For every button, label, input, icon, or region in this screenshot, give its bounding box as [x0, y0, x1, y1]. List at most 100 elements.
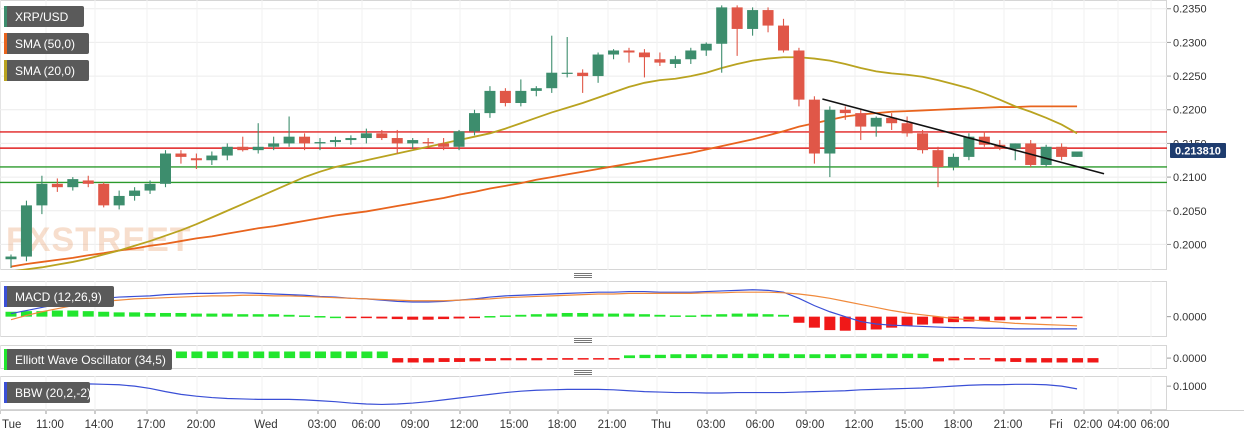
ewo-histogram-bar: [948, 358, 960, 361]
macd-histogram-bar: [144, 312, 156, 317]
macd-histogram-bar: [329, 316, 341, 319]
macd-histogram-bar: [577, 312, 589, 317]
candle-down: [237, 146, 249, 151]
legend-ewo[interactable]: Elliott Wave Oscillator (34,5): [4, 349, 172, 370]
ewo-histogram-bar: [1072, 358, 1084, 363]
ewo-histogram-bar: [484, 358, 496, 361]
macd-histogram-bar: [190, 313, 202, 317]
legend-sma20[interactable]: SMA (20,0): [4, 60, 89, 81]
macd-histogram-bar: [175, 312, 187, 317]
bbw-resize-handle[interactable]: [574, 370, 592, 375]
candle-up: [561, 72, 573, 74]
ewo-histogram-bar: [902, 353, 914, 359]
ewo-histogram-bar: [376, 351, 388, 359]
legend-macd[interactable]: MACD (12,26,9): [4, 286, 114, 307]
candle-down: [422, 142, 434, 144]
legend-macd-label: MACD (12,26,9): [15, 290, 102, 304]
candle-up: [314, 142, 326, 144]
ewo-histogram-bar: [469, 358, 481, 362]
ewo-histogram-bar: [237, 351, 249, 359]
candle-up: [283, 136, 295, 144]
bbw-panel-frame: [0, 376, 1167, 410]
ewo-histogram-bar: [809, 354, 821, 359]
macd-histogram-bar: [561, 312, 573, 317]
macd-histogram-bar: [762, 314, 774, 317]
macd-histogram-bar: [592, 313, 604, 317]
candle-up: [252, 146, 264, 151]
macd-histogram-bar: [963, 316, 975, 322]
candle-up: [963, 136, 975, 157]
macd-histogram-bar: [82, 311, 94, 317]
macd-histogram-bar: [299, 315, 311, 317]
candle-up: [685, 50, 697, 60]
macd-histogram-bar: [113, 312, 125, 317]
candle-up: [716, 7, 728, 44]
ewo-histogram-bar: [577, 358, 589, 360]
candle-up: [1009, 143, 1021, 149]
ewo-histogram-bar: [546, 358, 558, 360]
macd-histogram-bar: [870, 316, 882, 330]
candle-down: [82, 180, 94, 184]
macd-histogram-bar: [469, 316, 480, 319]
macd-histogram-bar: [917, 316, 929, 325]
x-axis-tick-label: 18:00: [548, 419, 577, 431]
macd-histogram-bar: [530, 314, 542, 317]
ewo-histogram-bar: [1087, 358, 1099, 363]
candle-down: [623, 50, 635, 53]
macd-histogram-bar: [1071, 316, 1083, 319]
candle-up: [407, 140, 419, 144]
macd-histogram-bar: [36, 311, 48, 317]
ewo-resize-handle[interactable]: [574, 338, 592, 343]
x-axis-tick-label: 09:00: [401, 419, 430, 431]
candle-down: [577, 72, 589, 77]
ewo-histogram-bar: [392, 358, 404, 363]
x-axis-tick-label: 14:00: [85, 419, 114, 431]
candle-down: [731, 7, 743, 29]
candle-down: [778, 25, 789, 51]
sma50-line: [10, 105, 1078, 268]
macd-resize-handle[interactable]: [574, 273, 592, 278]
legend-sma50[interactable]: SMA (50,0): [4, 33, 89, 54]
x-axis-tick-label: 15:00: [500, 419, 529, 431]
candle-up: [160, 153, 171, 184]
macd-histogram-bar: [994, 316, 1006, 321]
macd-histogram-bar: [654, 314, 666, 317]
candle-up: [530, 88, 542, 91]
macd-histogram-bar: [268, 314, 280, 317]
candle-down: [391, 138, 403, 144]
ewo-histogram-bar: [1056, 358, 1068, 363]
ewo-histogram-bar: [933, 358, 944, 362]
ewo-histogram-bar: [175, 351, 187, 359]
candle-up: [608, 50, 620, 55]
x-axis-tick-label: 18:00: [944, 419, 973, 431]
macd-histogram-bar: [747, 313, 759, 317]
ewo-histogram-bar: [515, 358, 527, 361]
macd-histogram-bar: [608, 313, 620, 317]
ewo-histogram-bar: [253, 351, 265, 359]
ewo-histogram-bar: [917, 353, 929, 359]
candle-up: [546, 72, 558, 89]
macd-histogram-bar: [407, 316, 419, 320]
legend-pair[interactable]: XRP/USD: [4, 6, 84, 27]
macd-histogram-bar: [98, 311, 110, 317]
ewo-panel-frame: [0, 345, 1167, 369]
legend-bbw[interactable]: BBW (20,2,-2): [4, 382, 91, 403]
macd-histogram-bar: [422, 316, 434, 320]
ewo-histogram-bar: [624, 355, 635, 359]
x-axis-tick-label: 15:00: [895, 419, 924, 431]
candle-up: [700, 43, 712, 51]
watermark-logo: FXSTREET: [6, 221, 192, 259]
ewo-y-tick-label: 0.0000: [1173, 353, 1207, 365]
macd-histogram-bar: [886, 316, 898, 328]
ewo-histogram-bar: [824, 354, 836, 359]
macd-histogram-bar: [51, 310, 63, 317]
macd-histogram-bar: [391, 316, 403, 320]
macd-histogram-bar: [499, 315, 511, 317]
macd-histogram-bar: [453, 316, 465, 319]
ewo-histogram-bar: [701, 354, 713, 359]
ewo-histogram-bar: [438, 358, 450, 362]
macd-histogram-bar: [623, 313, 635, 317]
y-axis-tick-label: 0.2000: [1173, 239, 1207, 251]
x-axis-tick-label: 06:00: [746, 419, 775, 431]
